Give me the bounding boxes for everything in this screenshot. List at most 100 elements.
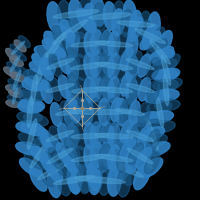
Ellipse shape [53,176,95,184]
Ellipse shape [10,85,24,92]
Ellipse shape [128,139,152,169]
Ellipse shape [99,30,111,56]
Ellipse shape [146,118,158,150]
Ellipse shape [13,51,26,61]
Ellipse shape [75,123,87,150]
Ellipse shape [140,158,163,178]
Ellipse shape [49,77,62,101]
Ellipse shape [130,10,142,38]
Ellipse shape [46,131,74,141]
Ellipse shape [120,48,133,71]
Ellipse shape [66,78,78,105]
Ellipse shape [90,122,102,148]
Ellipse shape [112,9,124,36]
Ellipse shape [117,167,131,197]
Ellipse shape [78,98,90,122]
Ellipse shape [68,110,132,114]
Ellipse shape [144,152,160,174]
Ellipse shape [75,146,87,172]
Ellipse shape [102,122,114,148]
Ellipse shape [93,30,105,56]
Ellipse shape [95,87,133,93]
Ellipse shape [47,148,73,164]
Ellipse shape [72,98,85,126]
Ellipse shape [80,0,94,28]
Ellipse shape [31,74,37,106]
Ellipse shape [66,55,78,82]
Ellipse shape [58,51,71,74]
Ellipse shape [126,78,138,105]
Ellipse shape [93,52,105,78]
Ellipse shape [17,111,42,123]
Ellipse shape [77,164,91,192]
Ellipse shape [47,31,71,50]
Ellipse shape [155,99,180,111]
Ellipse shape [149,27,165,52]
Ellipse shape [23,69,49,81]
Ellipse shape [38,132,61,150]
Ellipse shape [21,89,46,101]
Ellipse shape [150,49,175,62]
Ellipse shape [129,101,140,125]
Ellipse shape [24,76,50,90]
Ellipse shape [48,147,64,169]
Ellipse shape [138,126,151,149]
Ellipse shape [163,74,169,106]
Ellipse shape [29,145,51,163]
Ellipse shape [10,57,23,66]
Ellipse shape [140,31,161,50]
Ellipse shape [75,78,87,104]
Ellipse shape [90,142,102,169]
Ellipse shape [58,75,71,99]
Ellipse shape [75,32,87,58]
Ellipse shape [117,130,140,150]
Ellipse shape [18,101,43,113]
Ellipse shape [117,123,129,150]
Ellipse shape [124,98,136,126]
Ellipse shape [88,165,102,194]
Ellipse shape [69,99,80,123]
Ellipse shape [127,148,153,164]
Ellipse shape [161,55,171,85]
Ellipse shape [115,98,128,126]
Ellipse shape [95,154,133,162]
Ellipse shape [57,168,71,196]
Ellipse shape [90,98,102,126]
Ellipse shape [97,146,114,173]
Ellipse shape [107,166,121,196]
Ellipse shape [129,51,142,74]
Ellipse shape [93,122,105,149]
Ellipse shape [120,73,133,96]
Ellipse shape [99,144,111,170]
Ellipse shape [145,142,170,156]
Ellipse shape [134,163,151,190]
Ellipse shape [125,159,142,185]
Ellipse shape [148,111,173,123]
Ellipse shape [150,121,175,133]
Ellipse shape [95,133,133,139]
Ellipse shape [110,98,122,122]
Ellipse shape [67,48,80,71]
Ellipse shape [40,57,53,80]
Ellipse shape [64,98,76,126]
Ellipse shape [117,21,155,27]
Ellipse shape [147,80,160,103]
Ellipse shape [146,39,167,57]
Ellipse shape [67,120,80,143]
Ellipse shape [38,160,70,180]
Ellipse shape [135,151,157,171]
Ellipse shape [18,36,30,48]
Ellipse shape [138,102,150,126]
Ellipse shape [135,29,165,43]
Ellipse shape [136,147,152,169]
Ellipse shape [40,129,53,152]
Ellipse shape [84,77,96,103]
Ellipse shape [98,98,110,126]
Ellipse shape [108,145,120,171]
Ellipse shape [105,159,143,177]
Ellipse shape [46,59,74,69]
Ellipse shape [64,138,80,160]
Ellipse shape [16,121,41,133]
Ellipse shape [145,91,170,103]
Ellipse shape [129,75,142,99]
